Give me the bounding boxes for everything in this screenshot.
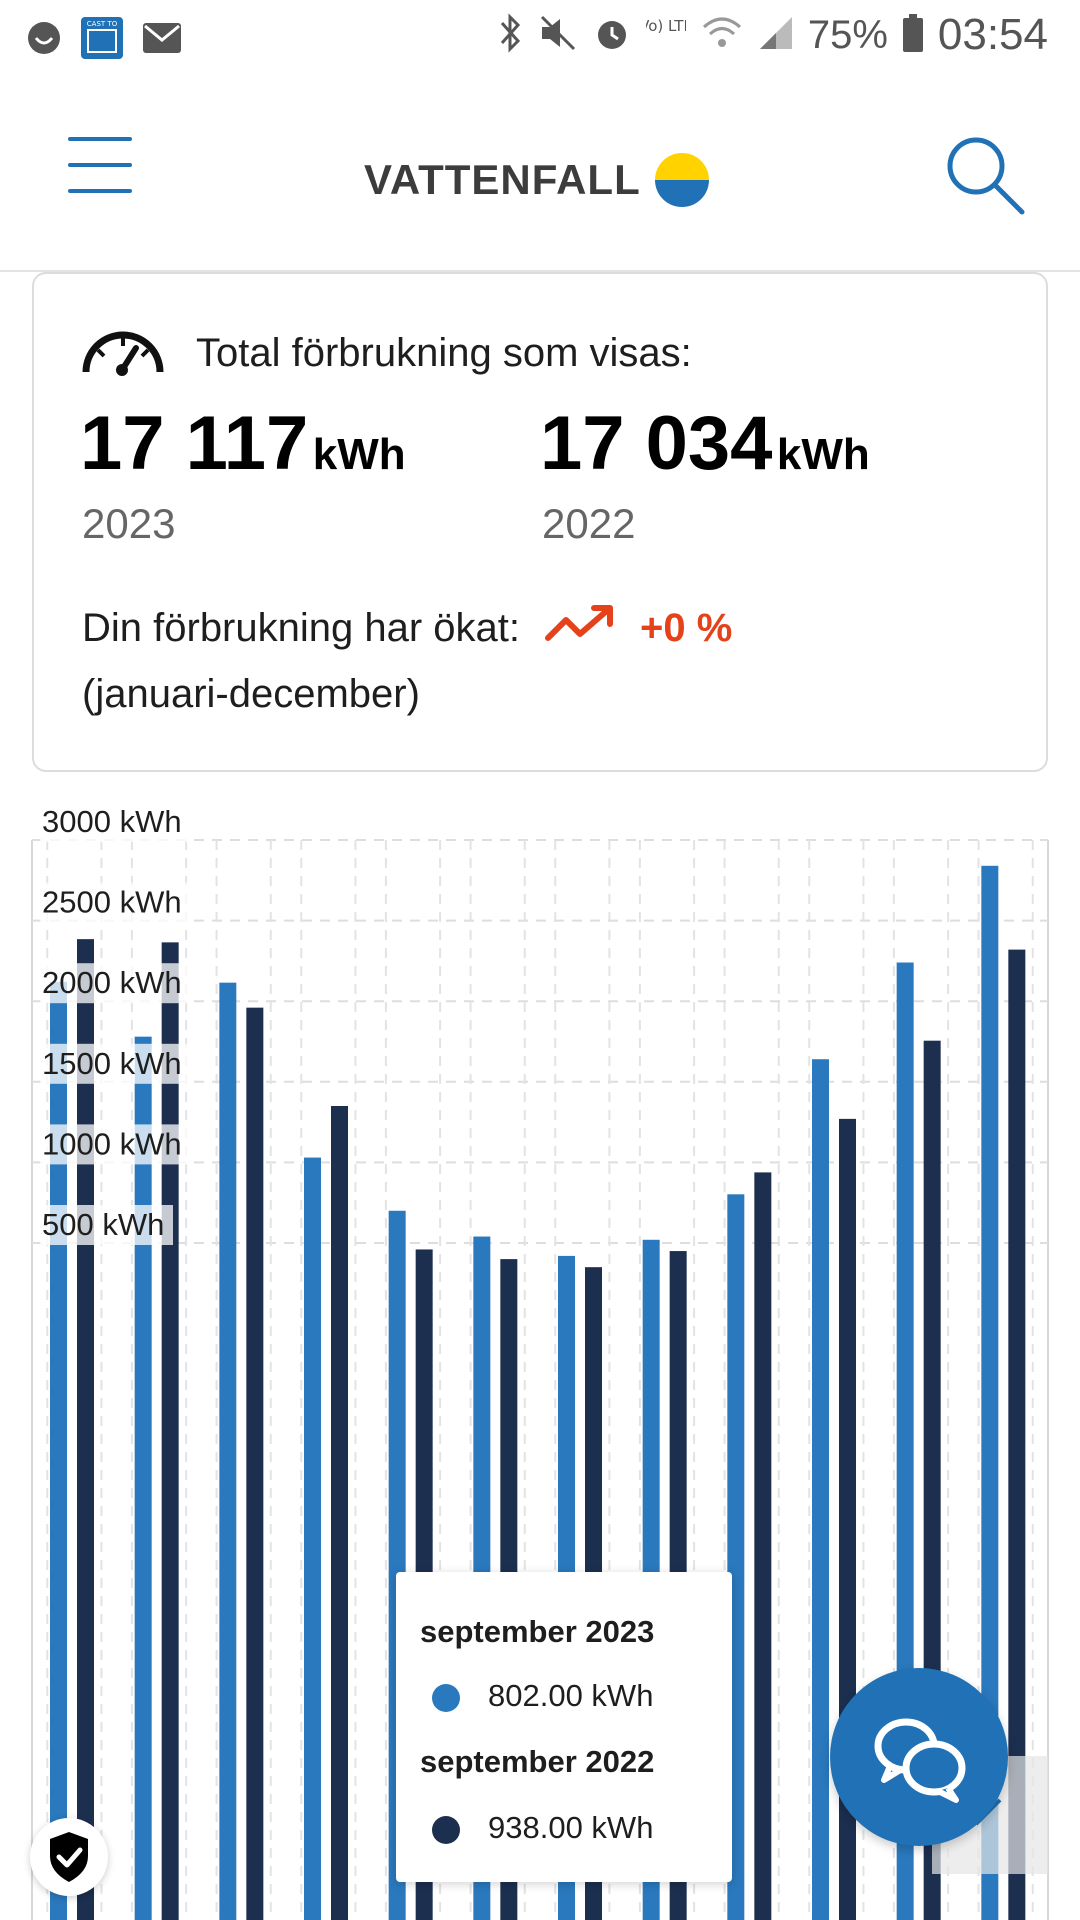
previous-total: 17 034 kWh [540, 400, 870, 487]
bar-2022-jan[interactable] [77, 939, 94, 1920]
tooltip-dot-2023 [432, 1684, 460, 1712]
face-icon [26, 20, 62, 61]
menu-icon[interactable] [68, 137, 132, 201]
bar-2022-dec[interactable] [1008, 949, 1026, 1920]
chart-tooltip: september 2023 802.00 kWh september 2022… [396, 1572, 732, 1882]
svg-text:CAST TO: CAST TO [87, 20, 118, 28]
previous-total-unit: kWh [776, 430, 870, 479]
bar-2023-jan[interactable] [50, 981, 67, 1920]
y-tick-label: 2000 kWh [42, 965, 182, 1000]
chat-icon [874, 1718, 966, 1803]
bluetooth-icon [498, 12, 524, 58]
y-tick-label: 500 kWh [42, 1207, 164, 1242]
gauge-icon [80, 326, 166, 381]
change-label: Din förbrukning har ökat: [82, 606, 521, 650]
clock: 03:54 [937, 10, 1048, 59]
change-percent: +0 % [640, 606, 733, 650]
y-tick-label-bg [40, 1124, 192, 1165]
svg-text:Vo) LTE: Vo) LTE [646, 17, 686, 35]
y-tick-label-bg [40, 1205, 173, 1245]
period-label: (januari-december) [82, 672, 420, 716]
y-tick-label-bg [40, 1043, 192, 1084]
y-tick-label-bg [40, 882, 192, 923]
previous-total-value: 17 034 [540, 401, 773, 486]
trend-up-icon [544, 604, 616, 653]
previous-year: 2022 [542, 500, 636, 547]
tooltip-value-2023: 802.00 kWh [488, 1678, 654, 1713]
bar-2023-feb[interactable] [134, 1036, 152, 1920]
current-total-unit: kWh [312, 430, 406, 479]
mute-icon [538, 13, 578, 58]
y-tick-label-bg [40, 963, 192, 1004]
current-total: 17 117 kWh [80, 400, 406, 487]
y-tick-label: 2500 kWh [42, 885, 182, 920]
mail-icon [142, 22, 182, 59]
brand-logo: VATTENFALL [364, 153, 709, 207]
y-tick-label: 1000 kWh [42, 1126, 182, 1161]
wifi-icon [700, 15, 744, 56]
search-icon[interactable] [940, 130, 1030, 220]
y-tick-label-bg [40, 802, 192, 842]
tooltip-month-2023: september 2023 [420, 1614, 655, 1649]
bar-2023-mar[interactable] [219, 982, 237, 1920]
bar-2022-mar[interactable] [246, 1007, 264, 1920]
bar-2023-dec[interactable] [981, 865, 999, 1920]
app-header: VATTENFALL [0, 75, 1080, 272]
current-year: 2023 [82, 500, 176, 547]
battery-percent: 75% [807, 12, 888, 57]
bar-2022-apr[interactable] [331, 1105, 348, 1920]
consumption-summary-card: Total förbrukning som visas: 17 117 kWh … [32, 272, 1048, 772]
status-bar: CAST TO Vo) LTE 75% 03:54 [0, 0, 1080, 75]
tooltip-value-2022: 938.00 kWh [488, 1810, 654, 1845]
brand-logo-icon [654, 153, 709, 207]
brand-name: VATTENFALL [364, 156, 641, 203]
y-tick-label: 3000 kWh [42, 804, 182, 839]
y-tick-label: 1500 kWh [42, 1046, 182, 1081]
tooltip-dot-2022 [432, 1816, 460, 1844]
privacy-shield-button[interactable] [30, 1818, 108, 1896]
bar-2023-okt[interactable] [812, 1059, 829, 1920]
tooltip-month-2022: september 2022 [420, 1744, 655, 1779]
bar-2022-feb[interactable] [161, 942, 179, 1920]
alarm-icon [592, 13, 632, 58]
chat-button[interactable] [830, 1668, 1008, 1846]
bar-2023-apr[interactable] [304, 1157, 321, 1920]
bar-2022-sep[interactable] [754, 1172, 772, 1920]
signal-icon [758, 15, 794, 56]
summary-title: Total förbrukning som visas: [196, 331, 692, 375]
shield-check-icon [50, 1832, 88, 1882]
volte-icon: Vo) LTE [639, 13, 693, 58]
cast-icon: CAST TO [80, 16, 124, 65]
battery-icon [902, 13, 924, 58]
current-total-value: 17 117 [80, 401, 309, 486]
